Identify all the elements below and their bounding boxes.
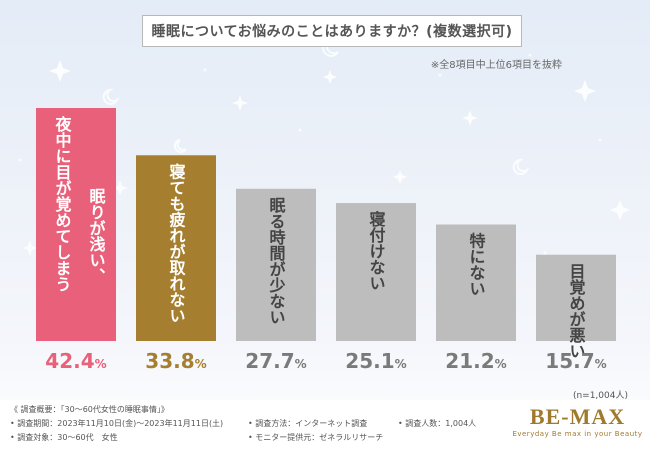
bar-6-label: 目覚めが悪い: [567, 263, 586, 359]
survey-target: • 調査対象：30～60代 女性: [10, 433, 118, 442]
chart-subtitle: ※全8項目中上位6項目を抜粋: [430, 60, 562, 71]
bar-4-label: 寝付けない: [367, 210, 386, 291]
bar-3: [236, 188, 316, 341]
bar-1-label: 夜中に目が覚めてしまう: [53, 115, 73, 292]
bar-6: [536, 254, 616, 341]
bar-2-value: 33.8%: [145, 349, 206, 373]
chart-title: 睡眠についてお悩みのことはありますか？(複数選択可): [142, 15, 522, 47]
bar-3-value: 27.7%: [245, 349, 306, 373]
bar-2: [136, 155, 216, 341]
survey-footer: 《 調査概要：「30～60代女性の睡眠事情」》 • 調査期間：2023年11月1…: [0, 400, 650, 450]
survey-respondents: • 調査人数：1,004人: [398, 419, 477, 428]
survey-method: • 調査方法：インターネット調査: [248, 419, 368, 428]
bar-5-label: 特にない: [467, 232, 486, 297]
bar-chart: 夜中に目が覚めてしまう 眠りが浅い、 42.4% 寝ても疲れが取れない 33.8% 眠る時…: [36, 108, 616, 373]
bar-1-value: 42.4%: [45, 349, 106, 373]
bar-1-label: 眠りが浅い、: [87, 188, 106, 284]
logo-wordmark: BE-MAX: [529, 404, 626, 429]
bar-3-label: 眠る時間が少ない: [267, 197, 287, 325]
bar-4-value: 25.1%: [345, 349, 406, 373]
bar-4: [336, 203, 416, 341]
survey-period: • 調査期間：2023年11月10日(金)～2023年11月11日(土): [10, 419, 224, 428]
bar-5: [436, 224, 516, 341]
be-max-logo: BE-MAX Everyday Be max in your Beauty: [510, 404, 645, 448]
sample-size-note: (n=1,004人): [572, 391, 628, 401]
logo-tagline: Everyday Be max in your Beauty: [512, 430, 643, 438]
bar-6-value: 15.7%: [545, 349, 606, 373]
bar-2-label: 寝ても疲れが取れない: [167, 162, 186, 323]
survey-provider: • モニター提供元：ゼネラルリサーチ: [248, 433, 384, 442]
survey-overview: 《 調査概要：「30～60代女性の睡眠事情」》: [10, 405, 169, 414]
bar-1: [36, 108, 116, 341]
bar-5-value: 21.2%: [445, 349, 506, 373]
